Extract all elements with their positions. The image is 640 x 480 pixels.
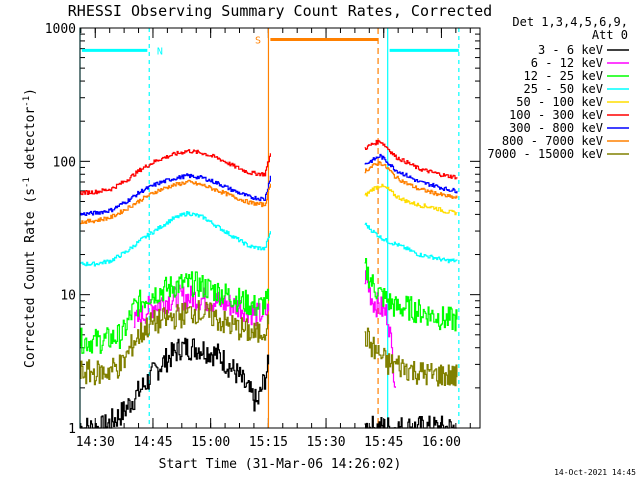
series-7	[80, 161, 458, 225]
x-tick-label: 15:00	[191, 435, 230, 450]
legend-label: 50 - 100 keV	[516, 95, 603, 109]
series-line	[80, 271, 270, 354]
y-axis-ticks: 1 10 100 1000	[45, 22, 480, 437]
series-line	[80, 300, 270, 386]
legend-label: 25 - 50 keV	[524, 82, 603, 96]
series-line	[364, 153, 458, 194]
x-tick-label: 15:45	[364, 435, 403, 450]
night-flag-label: N	[157, 46, 163, 57]
series-line	[80, 173, 271, 216]
y-tick-label: 100	[53, 155, 76, 170]
data-series	[80, 139, 458, 429]
series-line	[364, 222, 458, 264]
series-8	[80, 300, 458, 387]
x-tick-label: 16:00	[422, 435, 461, 450]
series-line	[364, 327, 458, 387]
y-tick-label: 1000	[45, 22, 76, 37]
series-line	[80, 179, 271, 225]
legend-label: 6 - 12 keV	[531, 56, 603, 70]
series-line	[364, 415, 457, 429]
plot-frame	[79, 27, 481, 429]
series-2	[80, 258, 458, 354]
legend-label: 3 - 6 keV	[538, 43, 603, 57]
series-line	[80, 149, 271, 196]
series-5	[80, 139, 458, 196]
legend-label: 800 - 7000 keV	[502, 134, 603, 148]
series-line	[80, 211, 271, 267]
x-axis-label: Start Time (31-Mar-06 14:26:02)	[159, 457, 402, 472]
legend-label: 300 - 800 keV	[509, 121, 603, 135]
x-tick-label: 14:30	[76, 435, 115, 450]
series-line	[80, 337, 270, 429]
series-line	[364, 161, 458, 199]
series-line	[364, 139, 458, 180]
observing-markers: NS	[79, 28, 460, 428]
x-axis-ticks: 14:30 14:45 15:00 15:15 15:30 15:45 16:00	[76, 28, 471, 450]
series-3	[80, 211, 458, 267]
series-0	[80, 337, 457, 429]
legend-label: 12 - 25 keV	[524, 69, 603, 83]
footer-timestamp: 14-Oct-2021 14:45	[554, 468, 636, 477]
y-tick-label: 10	[60, 289, 76, 304]
legend-header-line-2: Att 0	[592, 28, 628, 42]
x-tick-label: 15:15	[249, 435, 288, 450]
series-line	[364, 258, 458, 332]
x-tick-label: 15:30	[306, 435, 345, 450]
x-tick-label: 14:45	[133, 435, 172, 450]
legend-label: 100 - 300 keV	[509, 108, 603, 122]
saa-flag-label: S	[255, 35, 261, 46]
chart-title: RHESSI Observing Summary Count Rates, Co…	[68, 2, 492, 20]
legend-header-line-1: Det 1,3,4,5,6,9,	[512, 15, 628, 29]
series-line	[364, 183, 458, 216]
y-tick-label: 1	[68, 422, 76, 437]
series-4	[364, 183, 458, 216]
legend-label: 7000 - 15000 keV	[487, 147, 603, 161]
y-axis-label: Corrected Count Rate (s-1 detector-1)	[22, 88, 38, 368]
series-6	[80, 153, 458, 216]
